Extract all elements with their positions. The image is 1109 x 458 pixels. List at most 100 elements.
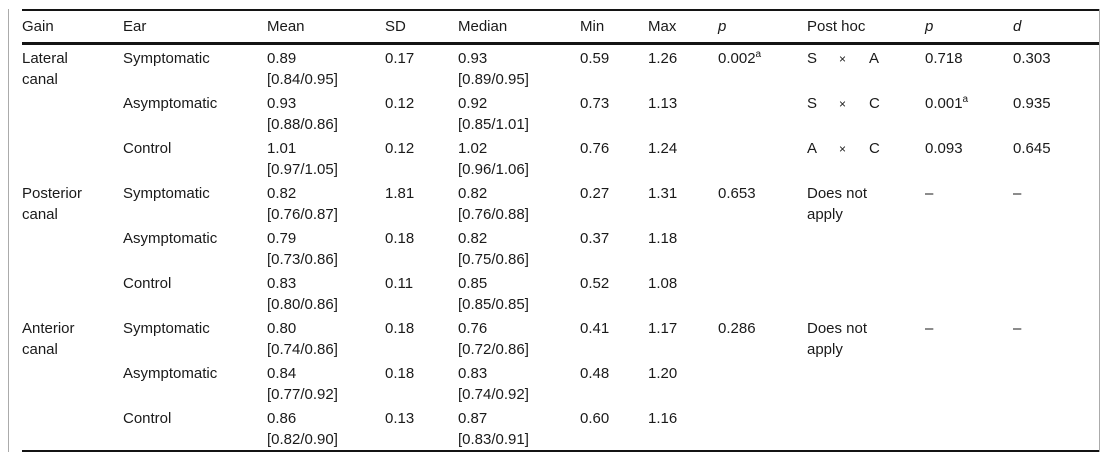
table-row: Control 0.86 [0.82/0.90] 0.13 0.87 [0.83/0… — [22, 405, 1099, 451]
table-row: Asymptomatic 0.84 [0.77/0.92] 0.18 0.83 [0… — [22, 360, 1099, 405]
p2-value: 0.001 — [925, 95, 963, 112]
col-header-median: Median — [458, 10, 580, 45]
cell-min: 0.52 — [580, 275, 610, 292]
cell-median: 0.76 [0.72/0.86] — [458, 315, 580, 360]
median-value: 0.93 — [458, 50, 488, 67]
cell-gain: Posterior canal — [22, 180, 123, 225]
mean-value: 0.89 — [267, 50, 297, 67]
cell-p — [718, 360, 807, 405]
cell-sd: 1.81 — [385, 185, 415, 202]
cell-posthoc: S × C — [807, 90, 925, 135]
cell-median: 0.83 [0.74/0.92] — [458, 360, 580, 405]
mean-value: 0.82 — [267, 185, 297, 202]
cell-mean: 0.80 [0.74/0.86] — [267, 315, 385, 360]
cell-p — [718, 270, 807, 315]
median-ci: [0.72/0.86] — [458, 341, 529, 358]
cell-sd: 0.12 — [385, 140, 415, 157]
table-row: Asymptomatic 0.93 [0.88/0.86] 0.12 0.92 [0… — [22, 90, 1099, 135]
cell-posthoc: A × C — [807, 135, 925, 180]
posthoc-text: Does not apply — [807, 185, 868, 223]
cell-max: 1.18 — [648, 230, 678, 247]
cell-d: – — [1013, 320, 1022, 337]
cell-p2: 0.093 — [925, 135, 1013, 180]
multiply-symbol: × — [839, 97, 847, 111]
multiply-symbol: × — [839, 52, 847, 66]
cell-ear: Asymptomatic — [123, 95, 218, 112]
median-ci: [0.96/1.06] — [458, 161, 529, 178]
median-value: 0.92 — [458, 95, 488, 112]
cell-max: 1.16 — [648, 410, 678, 427]
posthoc-left: A — [807, 140, 818, 157]
cell-max: 1.17 — [648, 320, 678, 337]
cell-d — [1013, 225, 1099, 270]
mean-value: 1.01 — [267, 140, 297, 157]
mean-ci: [0.77/0.92] — [267, 386, 338, 403]
cell-ear: Symptomatic — [123, 50, 210, 67]
cell-posthoc — [807, 360, 925, 405]
cell-posthoc — [807, 225, 925, 270]
col-header-posthoc: Post hoc — [807, 10, 925, 45]
cell-median: 0.92 [0.85/1.01] — [458, 90, 580, 135]
median-value: 0.87 — [458, 410, 488, 427]
cell-p2: – — [925, 180, 1013, 225]
cell-p — [718, 135, 807, 180]
cell-min: 0.27 — [580, 185, 610, 202]
posthoc-right: C — [869, 95, 880, 112]
cell-min: 0.60 — [580, 410, 610, 427]
cell-d: 0.303 — [1013, 50, 1051, 67]
median-ci: [0.76/0.88] — [458, 206, 529, 223]
cell-p: 0.653 — [718, 180, 807, 225]
cell-min: 0.59 — [580, 50, 610, 67]
cell-posthoc: Does not apply — [807, 315, 925, 360]
cell-d — [1013, 270, 1099, 315]
gain-label: Lateral canal — [22, 50, 68, 88]
p2-value: – — [925, 320, 934, 337]
cell-gain — [22, 405, 123, 451]
median-ci: [0.83/0.91] — [458, 431, 529, 448]
cell-min: 0.41 — [580, 320, 610, 337]
cell-p — [718, 405, 807, 451]
cell-ear: Asymptomatic — [123, 230, 218, 247]
header-row: Gain Ear Mean SD Median Min Max p Post h… — [22, 10, 1099, 45]
mean-ci: [0.84/0.95] — [267, 71, 338, 88]
median-value: 0.82 — [458, 185, 488, 202]
stats-table: Gain Ear Mean SD Median Min Max p Post h… — [22, 9, 1099, 452]
mean-value: 0.79 — [267, 230, 297, 247]
cell-min: 0.37 — [580, 230, 610, 247]
cell-posthoc — [807, 405, 925, 451]
mean-value: 0.83 — [267, 275, 297, 292]
mean-value: 0.86 — [267, 410, 297, 427]
cell-mean: 0.86 [0.82/0.90] — [267, 405, 385, 451]
p-value: 0.653 — [718, 185, 756, 202]
p-value: 0.286 — [718, 320, 756, 337]
col-header-min: Min — [580, 10, 648, 45]
mean-value: 0.80 — [267, 320, 297, 337]
table-row: Control 1.01 [0.97/1.05] 0.12 1.02 [0.96/1… — [22, 135, 1099, 180]
p2-value: 0.718 — [925, 50, 963, 67]
median-ci: [0.89/0.95] — [458, 71, 529, 88]
cell-gain — [22, 225, 123, 270]
cell-max: 1.20 — [648, 365, 678, 382]
cell-p2 — [925, 225, 1013, 270]
cell-d: 0.645 — [1013, 140, 1051, 157]
median-value: 0.83 — [458, 365, 488, 382]
posthoc-right: C — [869, 140, 880, 157]
col-header-p2: p — [925, 10, 1013, 45]
cell-sd: 0.17 — [385, 50, 415, 67]
col-header-gain: Gain — [22, 10, 123, 45]
cell-mean: 0.93 [0.88/0.86] — [267, 90, 385, 135]
median-value: 0.85 — [458, 275, 488, 292]
cell-d: 0.935 — [1013, 95, 1051, 112]
mean-ci: [0.74/0.86] — [267, 341, 338, 358]
cell-p2 — [925, 360, 1013, 405]
cell-gain: Anterior canal — [22, 315, 123, 360]
cell-median: 0.82 [0.76/0.88] — [458, 180, 580, 225]
cell-d: – — [1013, 185, 1022, 202]
cell-max: 1.13 — [648, 95, 678, 112]
cell-p2 — [925, 270, 1013, 315]
cell-posthoc — [807, 270, 925, 315]
table-row: Anterior canal Symptomatic 0.80 [0.74/0.8… — [22, 315, 1099, 360]
gain-label: Anterior canal — [22, 320, 75, 358]
posthoc-text: Does not apply — [807, 320, 868, 358]
